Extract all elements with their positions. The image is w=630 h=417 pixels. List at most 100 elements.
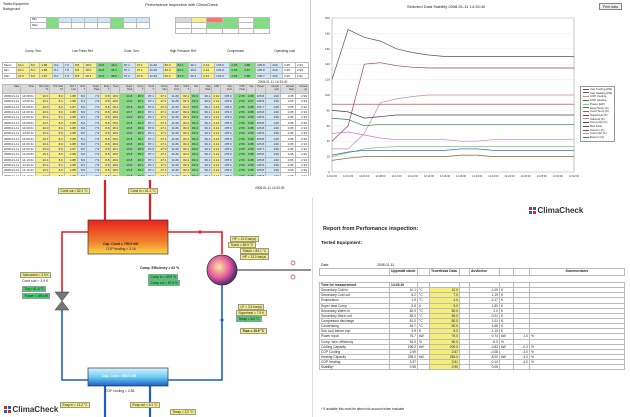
sheet-date: 2008-01-11 14:33:40: [258, 80, 288, 84]
table-cell: 8.0: [76, 172, 88, 176]
compressor-efficiency: Comp. Efficiency = 62 %: [140, 266, 180, 270]
table-cell: 105.8: [254, 98, 267, 105]
table-cell: 105.7: [254, 103, 267, 110]
measurements-table: Date Time Hot Cold T1 Hot Cold T2 Ref T Low R…: [1, 84, 310, 176]
sheet-title: Performance inspection with ClimaCheck: [145, 2, 218, 7]
legend-label: Power (kW): [590, 101, 605, 106]
tag-superheat: Superheat = 7.9 K: [236, 310, 267, 316]
stat-cell: 39.1: [188, 72, 203, 79]
y-tick-label: 140: [325, 62, 330, 66]
table-cell: 2008-01-11: [1, 119, 22, 126]
tested-equipment-label: Tested Equipment:: [321, 240, 363, 245]
tag-lp: LP = 3.4 bar(a): [238, 304, 265, 310]
print-button[interactable]: Print data: [599, 3, 622, 10]
table-row: 2008-01-11 14:08:11 10.1 8.1 1.88 8.1 7.8 8.8 18…: [1, 98, 310, 105]
legend-entry: Evap In (C): [583, 135, 612, 140]
tag-comp-in: Comp in = 89.9 %: [148, 274, 179, 280]
stat-cell: 7.9: [62, 72, 75, 79]
report-cell: [417, 364, 430, 371]
table-cell: 105.8: [254, 108, 267, 116]
condenser-cop: COP heating = 3.16: [106, 247, 136, 251]
table-cell: 2008-01-11: [1, 114, 22, 121]
condenser: [87, 219, 169, 255]
stat-cell: 219: [270, 72, 284, 79]
report-col-header: [417, 268, 430, 276]
report-cell-spacer: [459, 364, 470, 371]
table-cell: 4.88: [245, 135, 256, 142]
table-cell: 14:08:51: [20, 119, 36, 126]
report-row: Heating Capacity 255.0 kW 263.0 -8.00 kW -3.0%: [319, 353, 625, 361]
tag-hp: HP = 13.0 bar(a): [240, 254, 269, 260]
table-cell: 0.95: [279, 172, 296, 176]
stat-cell: 2.92: [294, 72, 310, 79]
y-tick-label: 160: [325, 47, 330, 51]
table-cell: 105.8: [254, 135, 267, 142]
measurements-col-header: Hot Cold T2: [49, 84, 65, 94]
stat-row-label: Max: [2, 72, 17, 79]
table-cell: 2.93: [294, 172, 310, 176]
series-line-4: [331, 146, 574, 157]
measurements-col-header: Time: [20, 84, 36, 94]
table-cell: 2008-01-11: [1, 151, 22, 158]
x-tick-label: 14:02:00: [327, 174, 338, 178]
group-header: Cond. Sen.: [123, 49, 140, 53]
table-cell: 2008-01-11: [1, 103, 22, 110]
series-line-3: [331, 117, 574, 127]
sensor-discharge: [198, 230, 202, 234]
y-tick-label: 120: [325, 78, 330, 82]
measurements-col-header: Annual op: [294, 84, 310, 94]
x-tick-label: 14:32:00: [569, 174, 580, 178]
legend-swatch: [583, 110, 589, 112]
stat-cell: 87.0: [121, 72, 136, 79]
tag-subcool: Subcooled = 3.9 K: [20, 272, 52, 278]
report-title: Report from Perfomance inspection:: [323, 226, 419, 232]
table-cell: 14:09:01: [20, 124, 36, 132]
table-cell: 4.88: [245, 108, 256, 116]
stat-cell: 18.1: [83, 72, 98, 79]
x-tick-label: 14:06:00: [359, 174, 370, 178]
y-tick-label: 0: [328, 170, 330, 174]
group-header: Operating cost: [274, 49, 295, 53]
series-line-0: [331, 29, 574, 80]
report-header-row: Uppmätt värde Teoretiska Data Avvikelse …: [319, 268, 625, 276]
report-row: Stability* 0.95 0.90 0.05: [319, 364, 625, 371]
table-cell: 105.8: [254, 140, 267, 147]
x-tick-label: 14:20:00: [472, 174, 483, 178]
measurements-col-header: Dew: [110, 84, 121, 94]
chart-title: Selected Data Stability 2008-01-11 14:33…: [407, 4, 486, 9]
table-cell: 48.0: [133, 172, 146, 176]
table-cell: 2008-01-11: [1, 156, 22, 163]
expansion-valve-top: [54, 291, 70, 302]
table-cell: 14:08:31: [20, 108, 36, 116]
table-cell: 2.14: [211, 172, 222, 176]
legend-swatch: [583, 122, 589, 124]
table-cell: 4.88: [245, 172, 256, 176]
table-row: 2008-01-11 14:09:21 10.1 8.1 1.88 8.1 7.8 8.8 18…: [1, 135, 310, 142]
legend-entry: Cond Out (C): [583, 132, 612, 136]
discharge-line: [168, 231, 223, 254]
suction-line: [168, 284, 223, 381]
diagram-date: 2008-01-11 14:33:40: [255, 186, 285, 190]
logo-text: ClimaCheck: [12, 405, 59, 414]
evaporator-capacity: Cap. Cool = 688.0 kW: [102, 374, 137, 378]
expansion-outlet-line: [61, 310, 88, 381]
legend-label: Cond In (C): [590, 127, 605, 132]
performance-report: ClimaCheck Report from Perfomance inspec…: [312, 198, 630, 417]
legend-swatch: [583, 136, 589, 138]
table-cell: 105.8: [254, 124, 267, 132]
legend-swatch: [583, 114, 589, 116]
measurements-col-header: Ref T Low: [63, 84, 78, 94]
table-cell: 4.88: [245, 145, 256, 153]
report-col-header: Kommentarer: [529, 268, 625, 276]
table-cell: 14:10:01: [20, 156, 36, 163]
measurements-col-header: Sub Cool: [167, 84, 181, 94]
table-cell: 2008-01-11: [1, 108, 22, 116]
x-tick-label: 14:08:00: [375, 174, 386, 178]
legend-swatch: [583, 133, 589, 135]
x-tick-label: 14:26:00: [521, 174, 532, 178]
legend-label: Refr Flow: [590, 124, 602, 129]
report-col-header: [513, 268, 530, 276]
measurements-col-header: Annual cost: [265, 84, 281, 94]
legend-swatch: [583, 99, 589, 101]
stat-cell: 105.7: [255, 72, 272, 79]
